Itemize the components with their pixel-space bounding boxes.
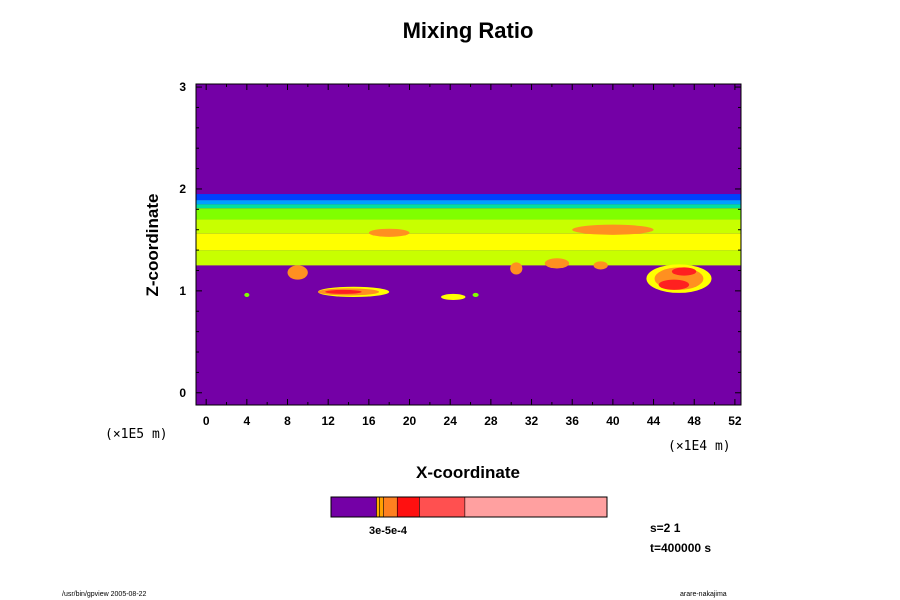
contour-layer-4 bbox=[196, 219, 741, 234]
colorbar-frame bbox=[330, 496, 608, 518]
x-tick-label-7: 28 bbox=[484, 414, 498, 428]
contour-layer-5 bbox=[196, 233, 741, 251]
info-s: s=2 1 bbox=[650, 521, 681, 535]
contour-layer-2 bbox=[196, 204, 741, 209]
contour-layer-6 bbox=[196, 250, 741, 266]
x-tick-label-1: 4 bbox=[243, 414, 250, 428]
x-tick-label-4: 16 bbox=[362, 414, 376, 428]
colorbar-labels: 3e-5e-4 bbox=[369, 525, 408, 537]
contour-blob-5 bbox=[472, 292, 479, 297]
colorbar-segment-1 bbox=[376, 497, 380, 517]
contour-layer-1 bbox=[196, 200, 741, 205]
contour-blob-9 bbox=[593, 261, 608, 270]
y-axis-label: Z-coordinate bbox=[143, 194, 162, 297]
x-tick-label-13: 52 bbox=[728, 414, 742, 428]
contour-blob-7 bbox=[510, 262, 523, 275]
x-multiplier: (×1E4 m) bbox=[668, 439, 731, 454]
x-tick-label-5: 20 bbox=[403, 414, 417, 428]
x-tick-label-6: 24 bbox=[444, 414, 458, 428]
colorbar-segment-5 bbox=[419, 497, 465, 517]
y-tick-label-2: 2 bbox=[179, 182, 186, 196]
x-tick-label-0: 0 bbox=[203, 414, 210, 428]
contour-blob-12 bbox=[658, 279, 690, 290]
y-multiplier: (×1E5 m) bbox=[105, 427, 168, 442]
info-t: t=400000 s bbox=[650, 541, 711, 555]
y-tick-label-1: 1 bbox=[179, 284, 186, 298]
colorbar-segment-3 bbox=[383, 497, 398, 517]
contour-blob-14 bbox=[572, 224, 654, 235]
contour-blob-15 bbox=[368, 228, 410, 237]
contour-blob-4 bbox=[441, 293, 466, 301]
x-tick-label-3: 12 bbox=[322, 414, 336, 428]
colorbar-segment-2 bbox=[379, 497, 384, 517]
contour-field bbox=[196, 84, 741, 405]
y-tick-label-3: 3 bbox=[179, 80, 186, 94]
chart-title: Mixing Ratio bbox=[403, 18, 534, 43]
contour-blob-13 bbox=[671, 267, 697, 276]
footer-right: arare-nakajima bbox=[680, 591, 727, 598]
x-tick-label-10: 40 bbox=[606, 414, 620, 428]
colorbar-segment-6 bbox=[464, 497, 607, 517]
x-tick-label-12: 48 bbox=[688, 414, 702, 428]
x-tick-label-8: 32 bbox=[525, 414, 539, 428]
plot-frame bbox=[195, 83, 742, 406]
contour-layer-3 bbox=[196, 208, 741, 220]
colorbar-segment-0 bbox=[331, 497, 377, 517]
x-tick-label-9: 36 bbox=[566, 414, 580, 428]
colorbar-segment-4 bbox=[397, 497, 420, 517]
y-tick-label-0: 0 bbox=[179, 386, 186, 400]
contour-layer-0 bbox=[196, 194, 741, 201]
x-tick-label-11: 44 bbox=[647, 414, 661, 428]
contour-blob-6 bbox=[244, 292, 250, 297]
contour-blob-8 bbox=[544, 258, 570, 269]
colorbar bbox=[330, 496, 608, 518]
footer-left: /usr/bin/gpview 2005-08-22 bbox=[62, 591, 147, 598]
x-axis-label: X-coordinate bbox=[416, 463, 520, 482]
contour-blob-0 bbox=[287, 265, 308, 280]
x-tick-label-2: 8 bbox=[284, 414, 291, 428]
contour-blob-3 bbox=[325, 289, 362, 294]
